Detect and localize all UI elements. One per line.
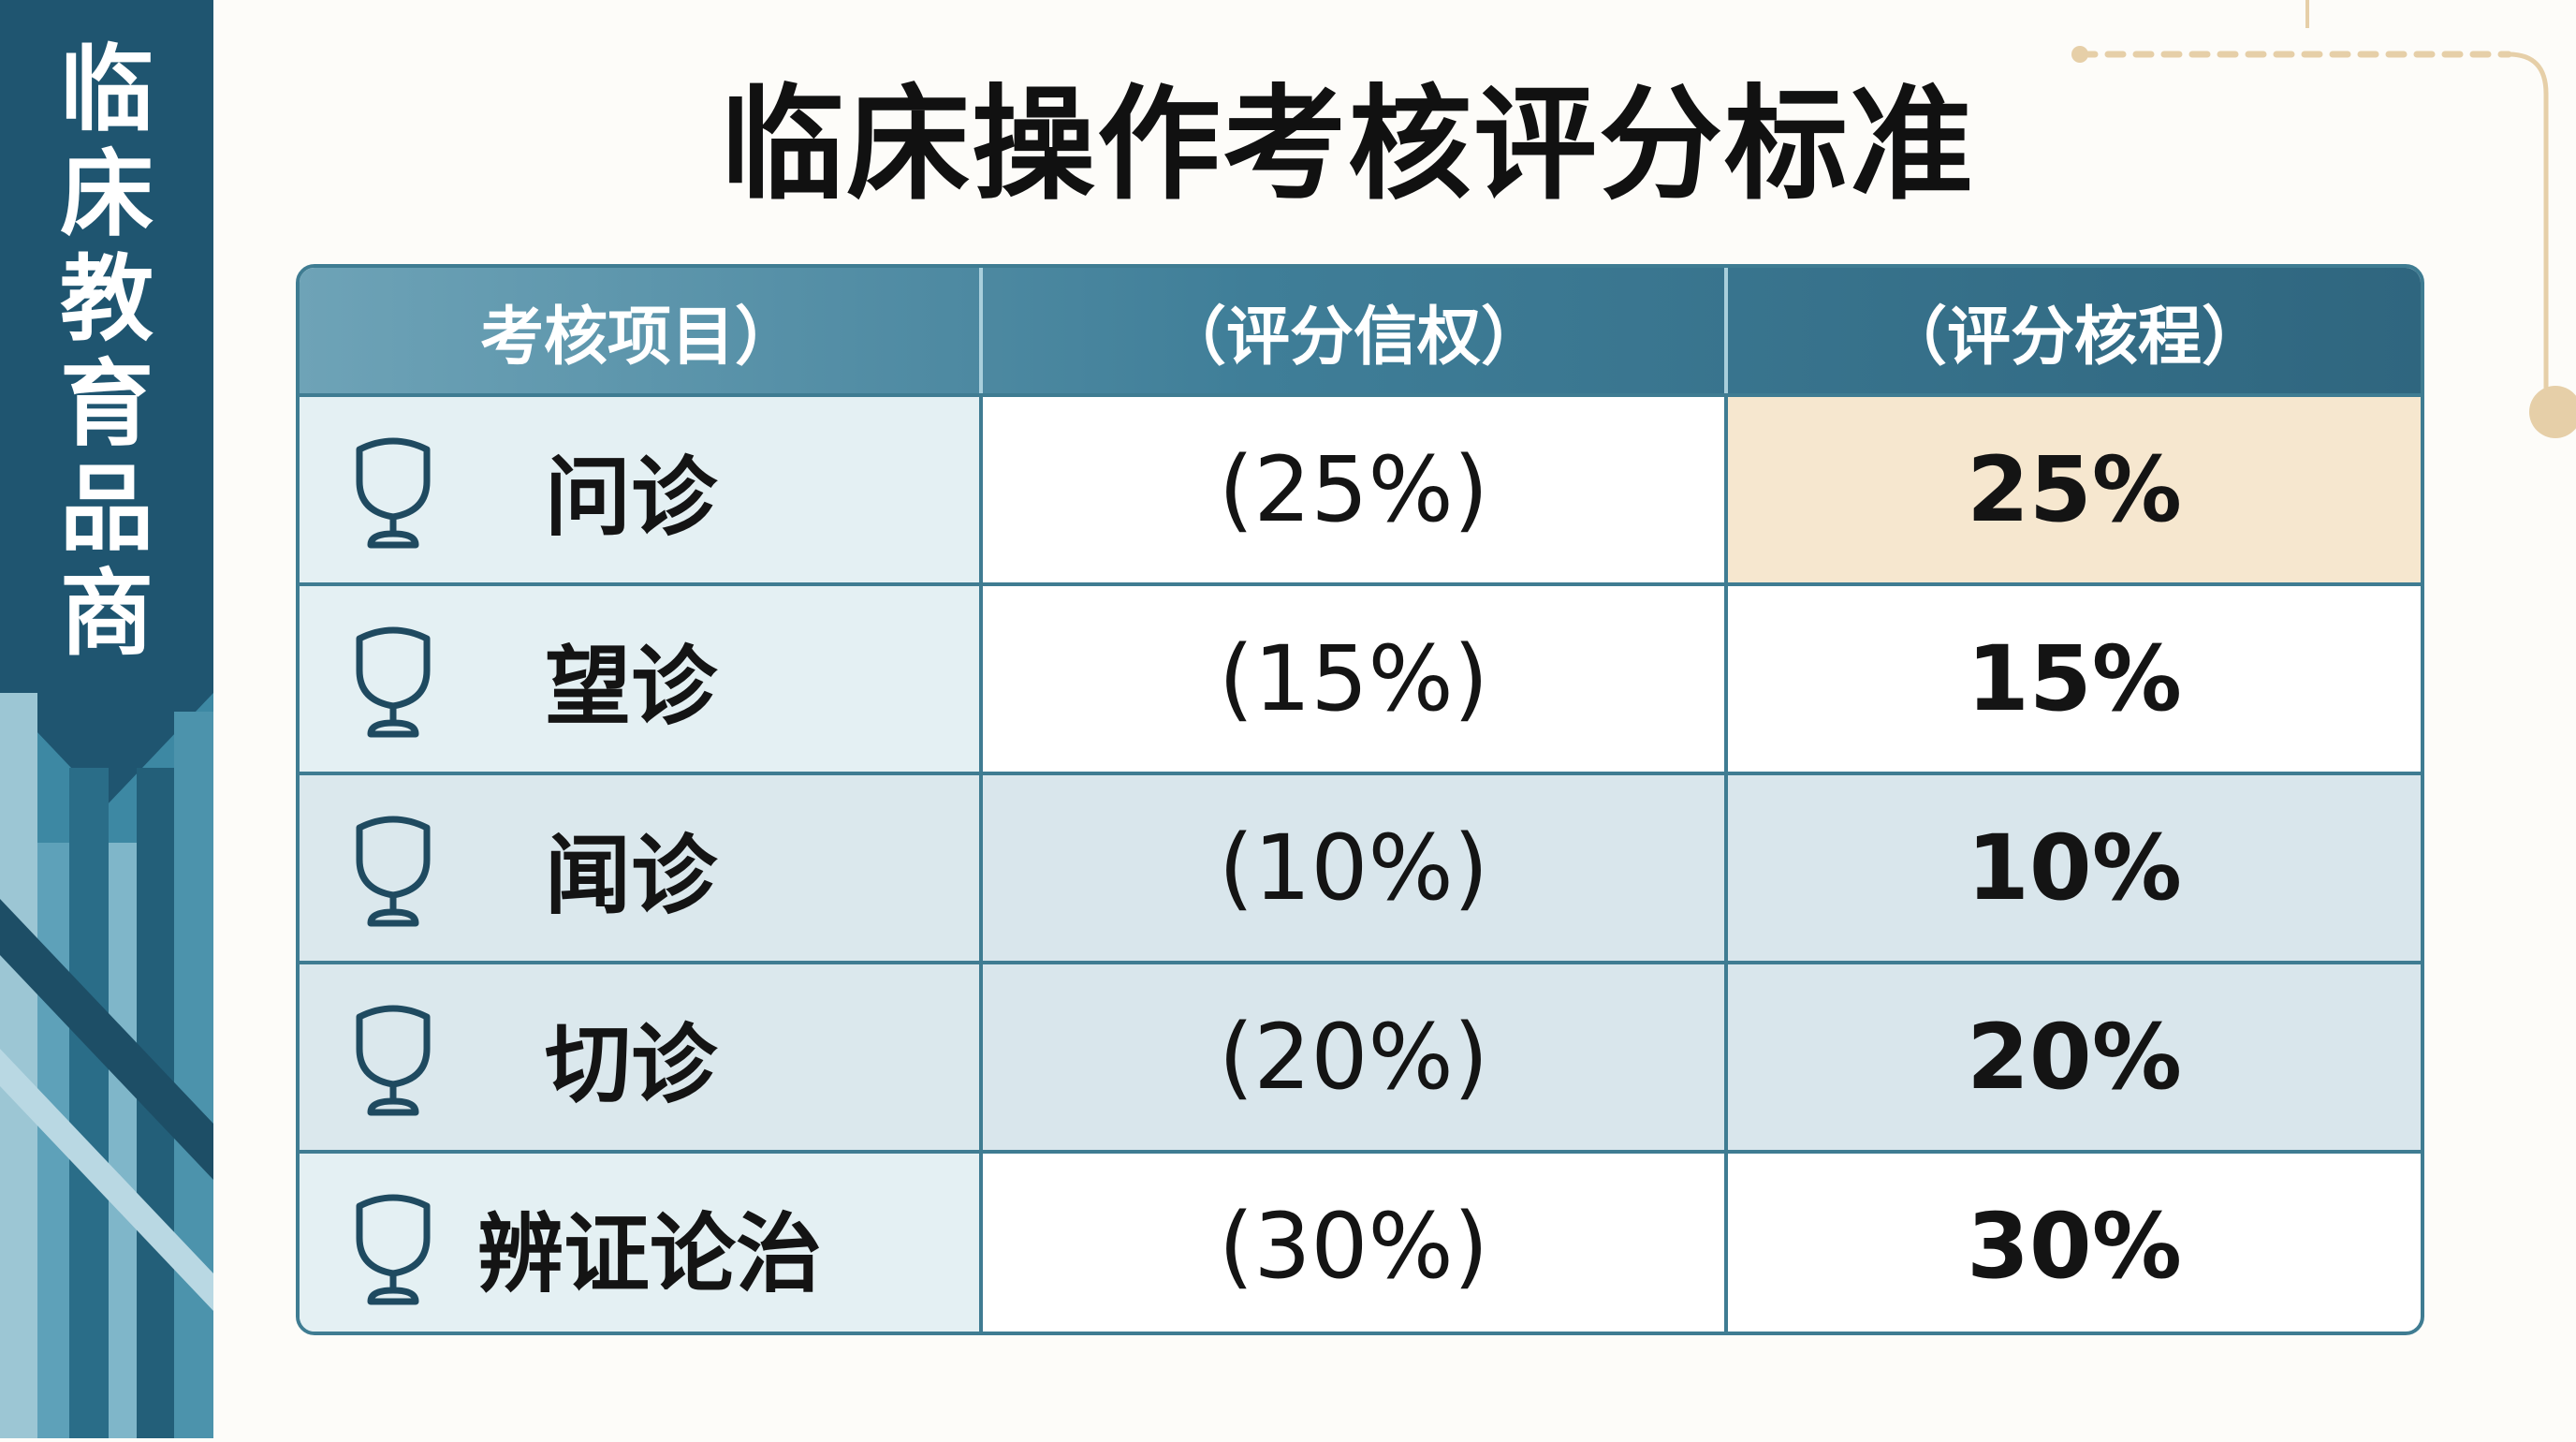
- side-title: 临 床 教 育 品 商: [0, 37, 213, 667]
- item-label: 闻诊: [545, 825, 718, 926]
- trophy-icon: [356, 1005, 431, 1116]
- item-cell: 问诊: [300, 397, 983, 582]
- weight-cell: (15%): [983, 586, 1728, 772]
- weight-cell: (10%): [983, 775, 1728, 961]
- item-cell: 望诊: [300, 586, 983, 772]
- item-label: 问诊: [545, 447, 718, 548]
- item-cell: 切诊: [300, 964, 983, 1150]
- table-row: 问诊 (25%) 25%: [300, 393, 2421, 582]
- item-label: 切诊: [545, 1014, 718, 1115]
- table-row: 闻诊 (10%) 10%: [300, 772, 2421, 961]
- trophy-icon: [356, 626, 431, 738]
- side-banner: 临 床 教 育 品 商: [0, 0, 213, 1438]
- side-title-char: 床: [60, 140, 154, 249]
- table-row: 切诊 (20%) 20%: [300, 961, 2421, 1150]
- side-title-char: 育: [60, 349, 154, 459]
- side-title-char: 品: [60, 454, 154, 564]
- score-cell: 30%: [1967, 1194, 2182, 1299]
- page-title: 临床操作考核评分标准: [721, 73, 1975, 217]
- table-row: 望诊 (15%) 15%: [300, 582, 2421, 772]
- score-cell: 15%: [1967, 626, 2182, 731]
- item-cell: 闻诊: [300, 775, 983, 961]
- trophy-icon: [356, 816, 431, 927]
- trophy-icon: [356, 1194, 431, 1305]
- trophy-icon: [356, 437, 431, 549]
- score-cell: 25%: [1728, 397, 2421, 582]
- weight-cell: (20%): [983, 964, 1728, 1150]
- table-header-row: 考核项目） （评分信权） （评分核程）: [300, 268, 2421, 393]
- side-title-char: 商: [60, 559, 154, 669]
- item-label: 望诊: [545, 636, 718, 737]
- item-cell: 辨证论治: [300, 1154, 983, 1332]
- header-item: 考核项目）: [300, 268, 983, 393]
- weight-cell: (25%): [983, 397, 1728, 582]
- score-cell: 10%: [1728, 775, 2421, 961]
- score-table: 考核项目） （评分信权） （评分核程） 问诊 (25%) 25% 望诊 (15%…: [296, 264, 2424, 1335]
- side-title-char: 教: [60, 244, 154, 354]
- corner-decoration: [2071, 0, 2576, 438]
- score-cell: 20%: [1728, 964, 2421, 1150]
- weight-cell: (30%): [983, 1154, 1728, 1332]
- side-title-char: 临: [60, 35, 154, 144]
- header-score: （评分核程）: [1882, 300, 2265, 375]
- header-weight: （评分信权）: [983, 268, 1728, 393]
- side-banner-graphic: [0, 0, 213, 1438]
- item-label: 辨证论治: [477, 1203, 823, 1304]
- table-row: 辨证论治 (30%) 30%: [300, 1150, 2421, 1332]
